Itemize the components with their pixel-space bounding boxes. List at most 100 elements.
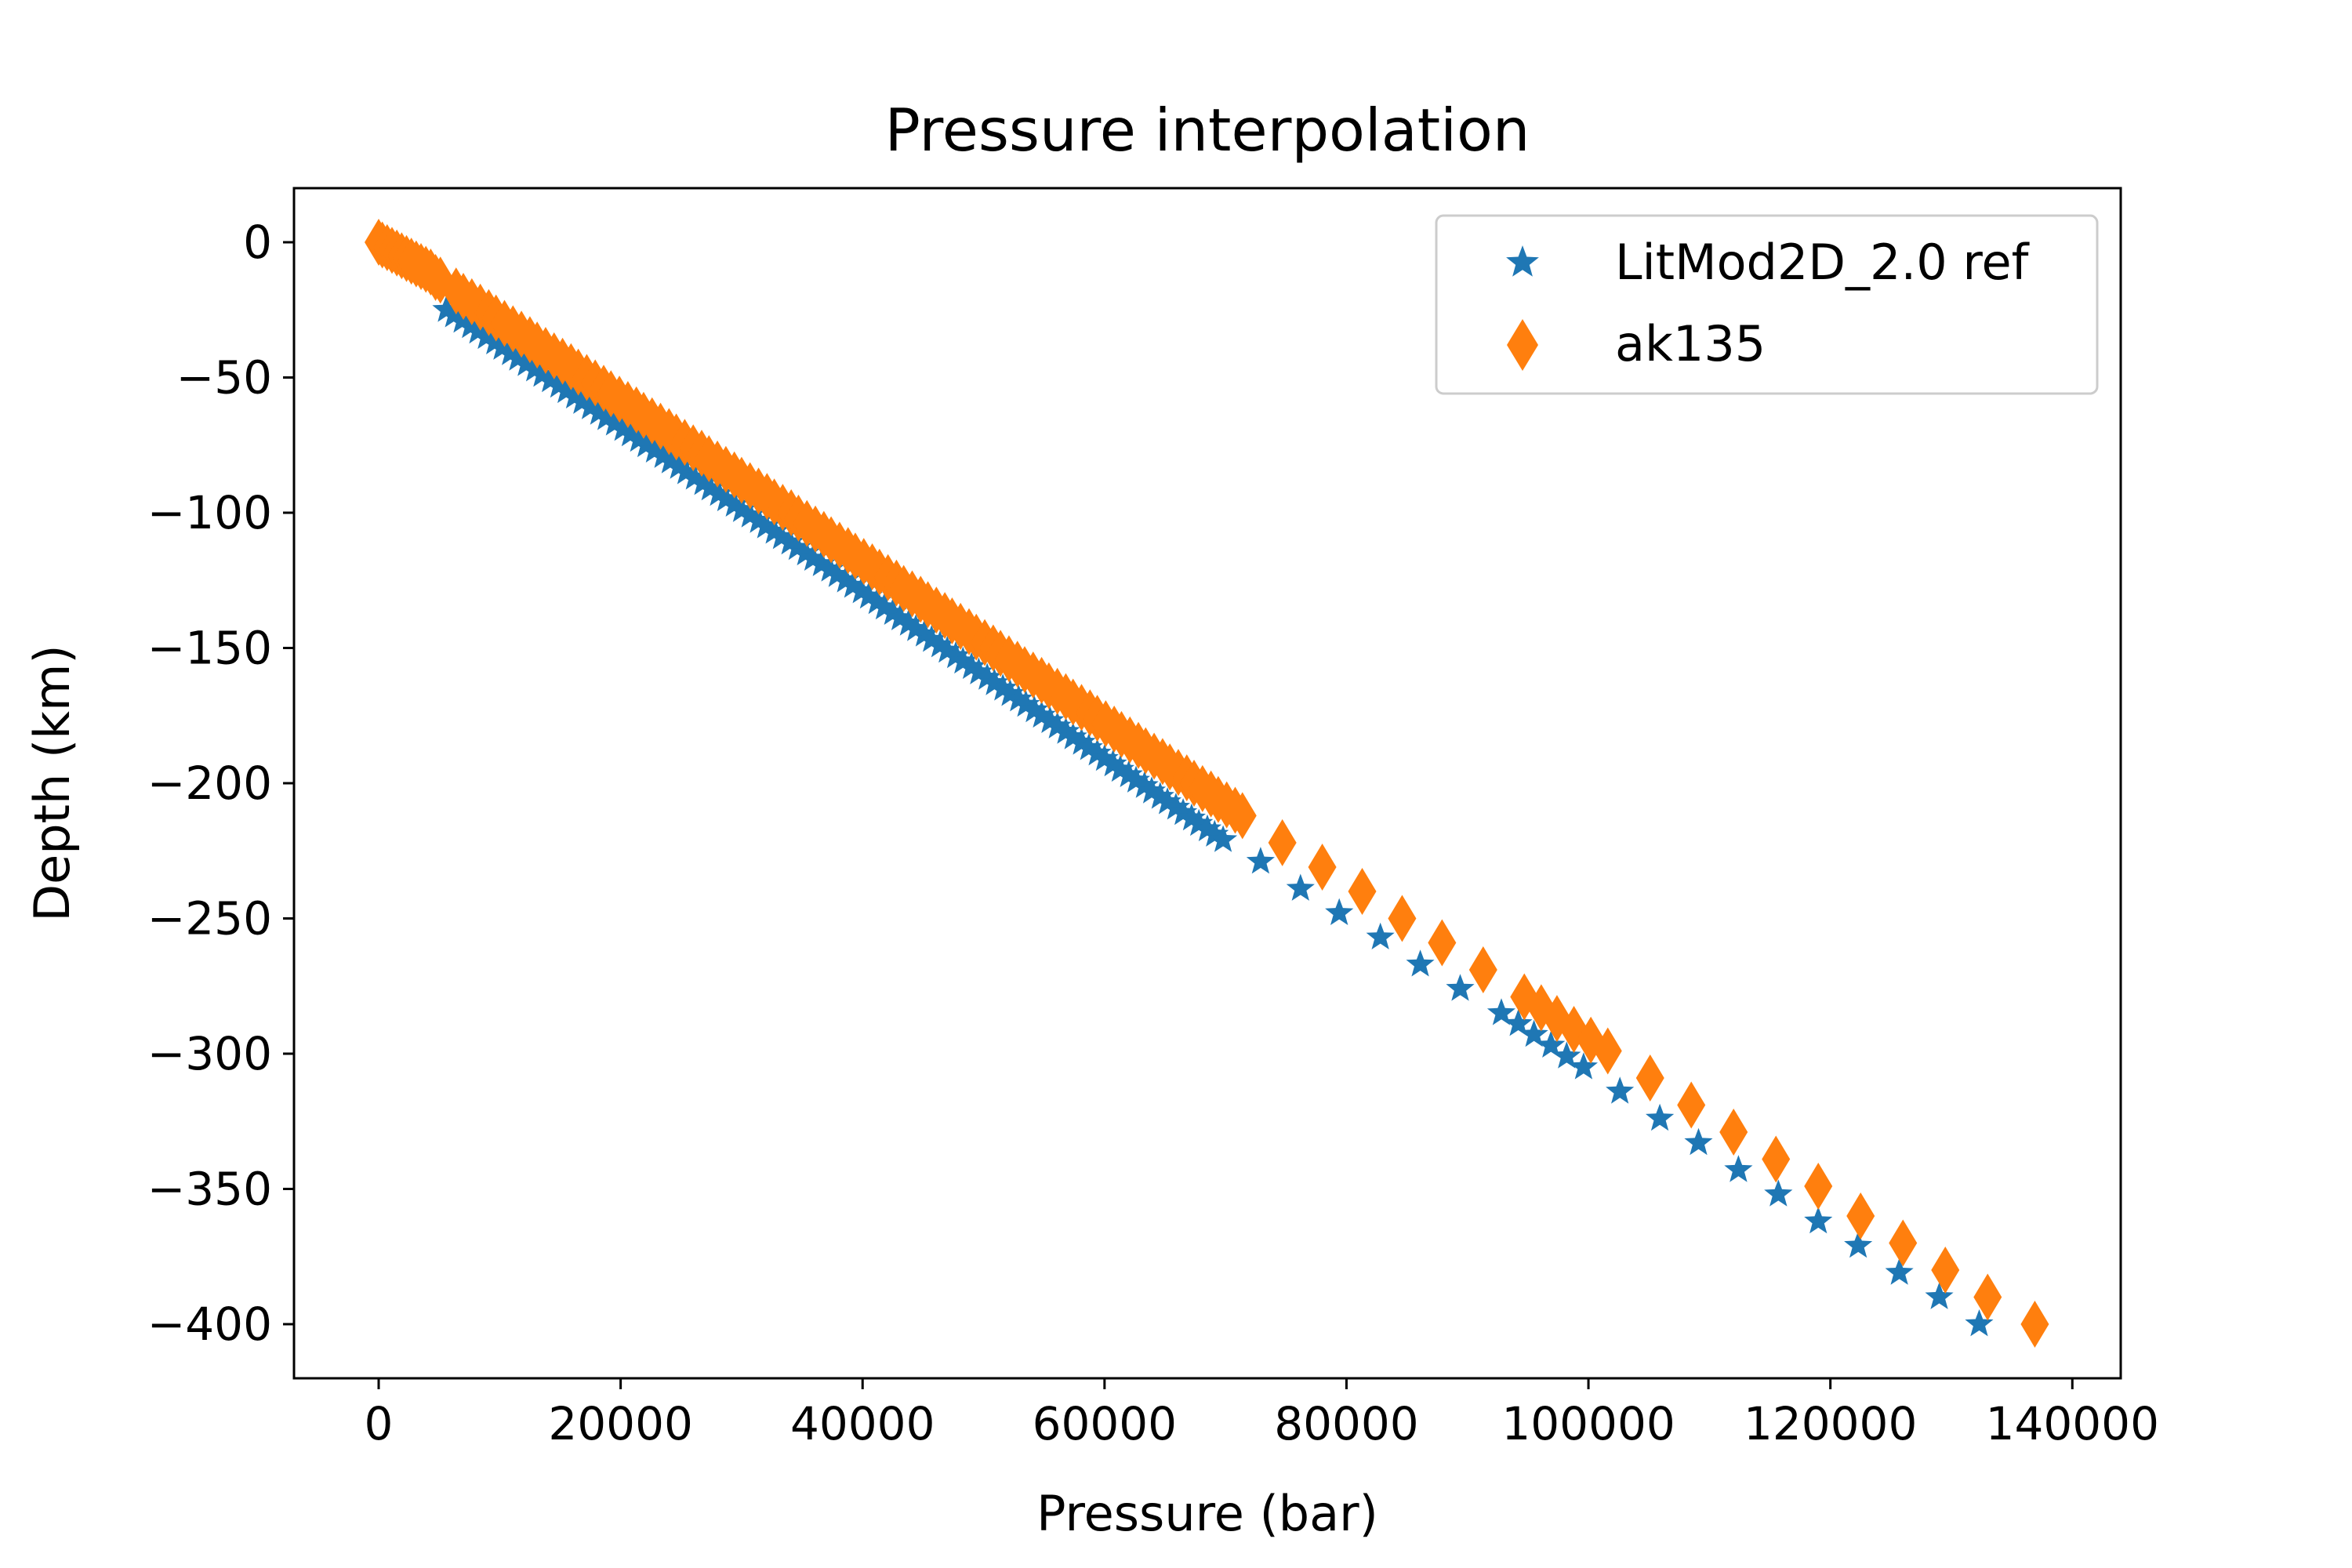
y-tick-label: 0 [243,216,272,269]
legend-marker-ak135 [1507,319,1538,371]
star-point [1036,706,1065,733]
star-point [1804,1206,1833,1234]
star-point [1684,1127,1713,1156]
y-tick-label: −150 [147,622,272,675]
star-point [448,306,477,333]
star-point [791,538,820,566]
star-point [886,603,915,630]
star-point [456,310,485,339]
star-point [592,403,621,430]
star-point [989,673,1018,701]
star-point [1965,1309,1994,1337]
star-point [957,652,986,679]
star-point [1177,803,1206,831]
star-point [744,506,773,533]
diamond-point [1804,1163,1833,1210]
star-point [1606,1076,1635,1104]
star-point [503,343,532,371]
star-point [1130,771,1159,798]
x-axis-label: Pressure (bar) [1036,1485,1378,1542]
star-point [488,332,517,360]
x-tick-label: 140000 [1986,1397,2159,1450]
star-point [751,511,780,539]
star-point [695,474,724,501]
x-tick-label: 80000 [1274,1397,1419,1450]
x-tick-label: 0 [365,1397,394,1450]
series-1 [365,219,2049,1348]
star-point [1724,1155,1753,1182]
diamond-point [1468,946,1497,994]
star-point [909,619,938,647]
star-point [1105,754,1134,782]
diamond-point [1348,868,1377,915]
star-point [822,560,851,587]
star-point [528,360,557,387]
star-point [1114,760,1143,787]
star-point [782,532,811,561]
star-point [862,586,891,615]
diamond-point [1635,1054,1664,1102]
star-point [1192,814,1222,841]
star-point [980,668,1009,695]
star-point [1051,717,1080,744]
star-point [1569,1052,1598,1080]
star-point [1325,898,1354,925]
star-point [798,543,827,571]
star-point [1366,922,1395,949]
star-point [854,582,883,609]
x-tick-label: 40000 [790,1397,935,1450]
star-point [688,468,717,495]
star-point [1020,695,1049,723]
star-point [544,370,573,398]
star-point [767,522,796,550]
diamond-point [1428,919,1457,967]
star-point [512,349,541,376]
star-point [1200,819,1229,847]
star-point [925,630,955,658]
x-tick-label: 120000 [1744,1397,1917,1450]
star-point [1646,1103,1675,1131]
diamond-point [1228,792,1257,840]
star-point [1161,793,1190,820]
star-point [615,419,644,447]
diamond-point [1593,1027,1622,1075]
star-point [869,592,899,620]
diamond-point [2020,1301,2049,1348]
star-point [949,646,978,674]
star-point [560,381,590,408]
star-point [1067,728,1096,755]
y-axis-ticks: 0 −50 −100 −150 −200 −250 −300 −350 −400 [147,216,294,1351]
legend-diamond-marker [1507,319,1538,371]
star-point [600,408,629,436]
diamond-point [1308,843,1337,891]
star-point [1137,776,1167,804]
star-point [1083,739,1112,766]
star-point [902,614,931,641]
star-point [1090,744,1119,771]
y-tick-label: −300 [147,1027,272,1080]
star-point [1885,1258,1914,1285]
y-axis-label: Depth (km) [24,644,81,921]
star-point [1504,1009,1533,1036]
star-point [1043,711,1072,739]
star-point [1519,1019,1548,1047]
diamond-point [1931,1247,1960,1294]
y-tick-label: −200 [147,757,272,810]
y-tick-label: −50 [176,351,272,405]
star-point [432,295,461,322]
star-point [481,327,510,354]
star-point [496,338,525,365]
star-point [735,500,764,528]
star-point [1011,689,1040,717]
star-point [1153,787,1182,815]
star-point [838,571,867,598]
legend-label-litmod2d: LitMod2D_2.0 ref [1615,234,2031,291]
star-point [1446,974,1475,1001]
legend-star-marker [1506,245,1539,277]
star-point [1537,1030,1566,1058]
points-layer [365,219,2049,1348]
diamond-point [1719,1109,1748,1156]
star-point [1406,949,1435,977]
star-point [648,441,677,468]
